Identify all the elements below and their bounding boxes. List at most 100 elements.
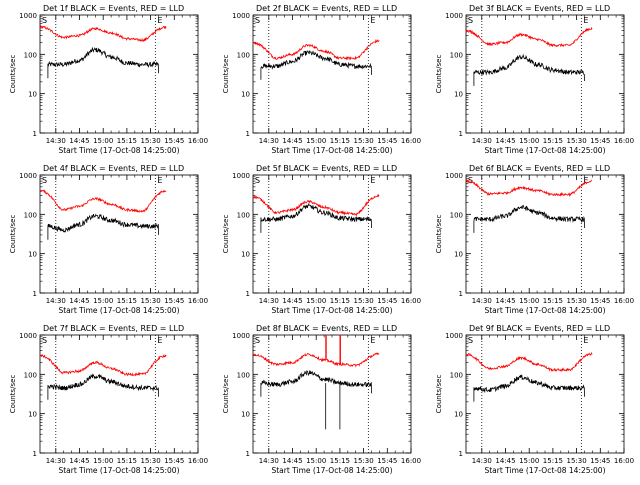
lld-series-line xyxy=(39,354,167,377)
x-tick-label: 15:00 xyxy=(306,457,326,465)
x-tick-label: 14:30 xyxy=(259,457,279,465)
y-axis-label: Counts/sec xyxy=(222,375,230,414)
events-series-line xyxy=(473,374,585,402)
x-tick-label: 15:00 xyxy=(519,297,539,305)
panel-title: Det 9f BLACK = Events, RED = LLD xyxy=(469,324,610,333)
x-tick-label: 14:30 xyxy=(259,297,279,305)
y-tick-label: 1 xyxy=(459,130,463,138)
end-marker-label: E xyxy=(583,176,588,185)
end-marker-label: E xyxy=(370,176,375,185)
panel-title: Det 7f BLACK = Events, RED = LLD xyxy=(43,324,184,333)
lld-series-line xyxy=(39,189,167,214)
x-tick-label: 15:15 xyxy=(117,137,137,145)
x-tick-label: 15:15 xyxy=(543,137,563,145)
end-marker-label: E xyxy=(583,16,588,25)
x-axis-label: Start Time (17-Oct-08 14:25:00) xyxy=(484,146,605,155)
y-tick-label: 1000 xyxy=(19,12,37,20)
x-axis-label: Start Time (17-Oct-08 14:25:00) xyxy=(271,466,392,475)
y-axis-label: Counts/sec xyxy=(9,215,17,254)
x-tick-label: 14:45 xyxy=(69,137,89,145)
y-tick-label: 1000 xyxy=(232,12,250,20)
y-tick-label: 1000 xyxy=(445,172,463,180)
start-marker-label: S xyxy=(468,176,473,185)
x-axis-label: Start Time (17-Oct-08 14:25:00) xyxy=(484,466,605,475)
chart-panel-9: Det 9f BLACK = Events, RED = LLD 1 10 100 10… xyxy=(435,324,634,475)
chart-panel-3: Det 3f BLACK = Events, RED = LLD 1 10 100 10… xyxy=(435,4,634,155)
lld-series-line xyxy=(252,193,380,217)
start-marker-label: S xyxy=(255,176,260,185)
x-tick-label: 14:45 xyxy=(282,457,302,465)
y-tick-label: 100 xyxy=(237,371,250,379)
chart-panel-8: Det 8f BLACK = Events, RED = LLD 1 10 100 10… xyxy=(222,324,421,475)
start-marker-label: S xyxy=(255,16,260,25)
plot-frame xyxy=(252,14,412,134)
x-tick-label: 16:00 xyxy=(401,457,421,465)
chart-panel-2: Det 2f BLACK = Events, RED = LLD 1 10 100 10… xyxy=(222,4,421,155)
x-tick-label: 15:00 xyxy=(93,137,113,145)
x-tick-label: 15:15 xyxy=(117,457,137,465)
x-axis-label: Start Time (17-Oct-08 14:25:00) xyxy=(58,466,179,475)
x-tick-label: 15:45 xyxy=(377,297,397,305)
x-tick-label: 14:30 xyxy=(259,137,279,145)
plot-frame xyxy=(252,174,412,294)
x-tick-label: 16:00 xyxy=(188,297,208,305)
x-tick-label: 15:30 xyxy=(141,297,161,305)
y-tick-label: 10 xyxy=(454,411,463,419)
x-tick-label: 16:00 xyxy=(401,137,421,145)
y-tick-label: 10 xyxy=(454,251,463,259)
plot-frame xyxy=(39,14,199,134)
events-series-line xyxy=(260,370,372,397)
x-tick-label: 15:30 xyxy=(567,457,587,465)
y-axis-label: Counts/sec xyxy=(435,375,443,414)
y-tick-label: 100 xyxy=(24,371,37,379)
x-tick-label: 16:00 xyxy=(614,297,634,305)
x-tick-label: 15:15 xyxy=(330,137,350,145)
x-tick-label: 15:15 xyxy=(330,457,350,465)
y-axis-label: Counts/sec xyxy=(9,55,17,94)
start-marker-label: S xyxy=(468,336,473,345)
y-tick-label: 1 xyxy=(246,130,250,138)
events-series-line xyxy=(473,53,585,86)
end-marker-label: E xyxy=(370,16,375,25)
x-tick-label: 15:30 xyxy=(141,457,161,465)
x-tick-label: 14:45 xyxy=(282,297,302,305)
events-series-line xyxy=(47,213,159,240)
y-tick-label: 1 xyxy=(33,290,37,298)
x-tick-label: 16:00 xyxy=(401,297,421,305)
start-marker-label: S xyxy=(468,16,473,25)
y-tick-label: 1 xyxy=(246,450,250,458)
x-tick-label: 14:45 xyxy=(495,137,515,145)
chart-panel-6: Det 6f BLACK = Events, RED = LLD 1 10 100 10… xyxy=(435,164,634,315)
plot-frame xyxy=(39,334,199,454)
x-tick-label: 15:45 xyxy=(590,137,610,145)
x-tick-label: 15:00 xyxy=(306,297,326,305)
events-series-line xyxy=(47,46,159,79)
x-tick-label: 15:30 xyxy=(567,297,587,305)
y-tick-label: 100 xyxy=(237,51,250,59)
lld-series-line xyxy=(39,25,167,42)
x-tick-label: 15:30 xyxy=(354,457,374,465)
x-tick-label: 15:45 xyxy=(590,297,610,305)
x-tick-label: 15:30 xyxy=(141,137,161,145)
start-marker-label: S xyxy=(42,336,47,345)
x-tick-label: 14:30 xyxy=(472,457,492,465)
end-marker-label: E xyxy=(157,16,162,25)
x-tick-label: 16:00 xyxy=(614,137,634,145)
x-tick-label: 14:45 xyxy=(495,297,515,305)
y-tick-label: 100 xyxy=(24,51,37,59)
x-tick-label: 15:45 xyxy=(164,137,184,145)
x-tick-label: 15:45 xyxy=(590,457,610,465)
x-tick-label: 15:45 xyxy=(164,457,184,465)
x-axis-label: Start Time (17-Oct-08 14:25:00) xyxy=(58,146,179,155)
y-tick-label: 1000 xyxy=(445,332,463,340)
y-tick-label: 10 xyxy=(28,251,37,259)
y-tick-label: 1000 xyxy=(445,12,463,20)
panel-title: Det 3f BLACK = Events, RED = LLD xyxy=(469,4,610,13)
y-tick-label: 1 xyxy=(33,130,37,138)
end-marker-label: E xyxy=(157,176,162,185)
chart-panel-4: Det 4f BLACK = Events, RED = LLD 1 10 100 10… xyxy=(9,164,208,315)
lld-series-line xyxy=(252,334,380,368)
y-axis-label: Counts/sec xyxy=(222,215,230,254)
